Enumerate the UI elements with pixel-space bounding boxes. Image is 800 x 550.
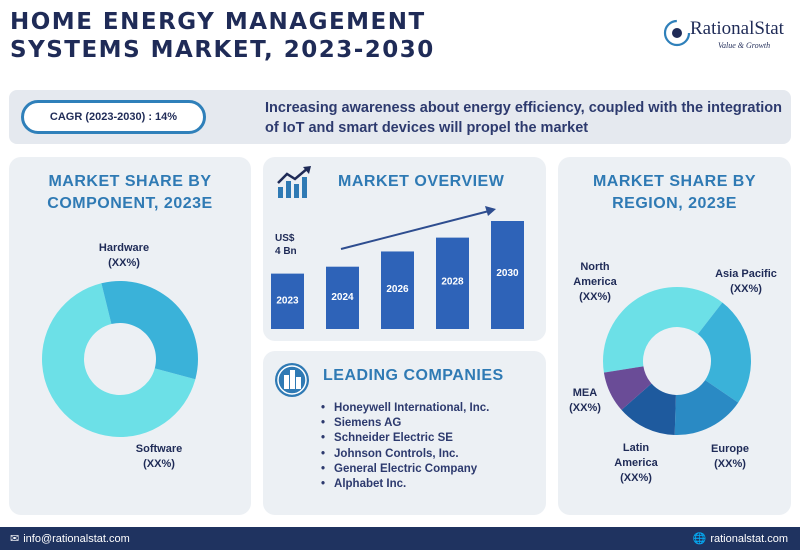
companies-list: Honeywell International, Inc. Siemens AG… [321, 401, 489, 492]
region-panel-title: MARKET SHARE BY REGION, 2023E [558, 171, 791, 215]
component-share-panel: MARKET SHARE BY COMPONENT, 2023E Hardwar… [9, 157, 251, 515]
overview-value-line-1: US$ [275, 233, 295, 244]
donut-slice-asia-pacific [697, 302, 751, 403]
region-share-panel: MARKET SHARE BY REGION, 2023E North Amer… [558, 157, 791, 515]
bar-2028 [436, 237, 469, 329]
logo-tagline: Value & Growth [718, 41, 771, 50]
brand-logo: RationalStat Value & Growth [662, 14, 792, 54]
bar-label-2026: 2026 [386, 284, 409, 295]
north-america-value: (XX%) [579, 291, 611, 303]
asia-pacific-label: Asia Pacific (XX%) [706, 267, 786, 297]
globe-icon: 🌐 [692, 533, 707, 545]
donut-slice-software [101, 281, 198, 380]
asia-pacific-value: (XX%) [730, 283, 762, 295]
footer-website[interactable]: 🌐 rationalstat.com [693, 532, 788, 545]
bar-label-2023: 2023 [276, 296, 299, 307]
software-label: Software (XX%) [114, 442, 204, 472]
buildings-icon [275, 363, 309, 397]
title-line-1: HOME ENERGY MANAGEMENT [10, 9, 426, 35]
hardware-label-text: Hardware [98, 242, 150, 254]
europe-label: Europe (XX%) [700, 442, 760, 472]
overview-value-label: US$ 4 Bn [275, 232, 305, 258]
mea-text: MEA [572, 387, 598, 399]
latin-america-label: Latin America (XX%) [606, 441, 666, 486]
logo-name: RationalStat [690, 18, 784, 39]
north-america-label: North America (XX%) [562, 260, 628, 305]
trend-arrow-head [485, 206, 496, 216]
latin-america-value: (XX%) [620, 472, 652, 484]
title-line-2: SYSTEMS MARKET, 2023-2030 [10, 37, 435, 63]
bar-label-2028: 2028 [441, 277, 464, 288]
leading-companies-panel: LEADING COMPANIES Honeywell Internationa… [263, 351, 546, 515]
donut-slice-north-america [603, 287, 723, 373]
component-donut-chart [41, 281, 198, 437]
page-title: HOME ENERGY MANAGEMENT SYSTEMS MARKET, 2… [10, 8, 435, 64]
company-item: General Electric Company [321, 462, 489, 477]
hardware-label: Hardware (XX%) [79, 241, 169, 271]
region-title-line-1: MARKET SHARE BY [592, 173, 757, 190]
mea-label: MEA (XX%) [562, 386, 608, 416]
region-donut-chart [603, 287, 751, 435]
companies-panel-title: LEADING COMPANIES [323, 367, 504, 384]
mea-value: (XX%) [569, 402, 601, 414]
footer-website-text: rationalstat.com [710, 533, 788, 545]
north-america-line-1: North [580, 261, 610, 273]
bar-label-2030: 2030 [496, 268, 519, 279]
company-item: Honeywell International, Inc. [321, 401, 489, 416]
latin-america-line-1: Latin [622, 442, 650, 454]
bar-2023 [271, 273, 304, 329]
footer-email-text: info@rationalstat.com [23, 533, 130, 545]
donut-slice-hardware [41, 283, 196, 437]
banner-text: Increasing awareness about energy effici… [265, 100, 783, 136]
component-title-line-1: MARKET SHARE BY [48, 173, 212, 190]
market-overview-bar-chart: 2023 2024 2026 2028 2030 [271, 206, 524, 329]
footer-email[interactable]: ✉ info@rationalstat.com [10, 532, 130, 545]
company-item: Siemens AG [321, 416, 489, 431]
cagr-banner: CAGR (2023-2030) : 14% Increasing awaren… [9, 90, 791, 144]
market-overview-panel: MARKET OVERVIEW US$ 4 Bn 2023 2024 2026 202… [263, 157, 546, 341]
donut-slice-europe [674, 380, 739, 435]
footer: ✉ info@rationalstat.com 🌐 rationalstat.com [0, 527, 800, 550]
company-item: Schneider Electric SE [321, 431, 489, 446]
company-item: Alphabet Inc. [321, 477, 489, 492]
software-label-text: Software [135, 443, 183, 455]
bar-2026 [381, 251, 414, 329]
hardware-value-text: (XX%) [108, 257, 140, 269]
overview-panel-title: MARKET OVERVIEW [338, 173, 505, 190]
bar-2024 [326, 266, 359, 329]
bar-label-2024: 2024 [331, 292, 354, 303]
component-title-line-2: COMPONENT, 2023E [47, 195, 213, 212]
europe-value: (XX%) [714, 458, 746, 470]
north-america-line-2: America [573, 276, 617, 288]
europe-text: Europe [711, 443, 749, 455]
donut-slice-latin-america [621, 383, 676, 435]
trend-arrow-line [340, 210, 490, 250]
logo-mark-icon [663, 19, 690, 47]
latin-america-line-2: America [614, 457, 658, 469]
bar-2030 [491, 221, 524, 329]
component-panel-title: MARKET SHARE BY COMPONENT, 2023E [9, 171, 251, 215]
region-title-line-2: REGION, 2023E [612, 195, 737, 212]
cagr-badge: CAGR (2023-2030) : 14% [21, 100, 206, 134]
donut-slice-mea [603, 366, 652, 410]
software-value-text: (XX%) [143, 458, 175, 470]
asia-pacific-text: Asia Pacific [715, 268, 777, 280]
overview-value-line-2: 4 Bn [275, 246, 297, 257]
company-item: Johnson Controls, Inc. [321, 447, 489, 462]
email-icon: ✉ [10, 533, 20, 545]
growth-chart-icon [277, 166, 311, 198]
